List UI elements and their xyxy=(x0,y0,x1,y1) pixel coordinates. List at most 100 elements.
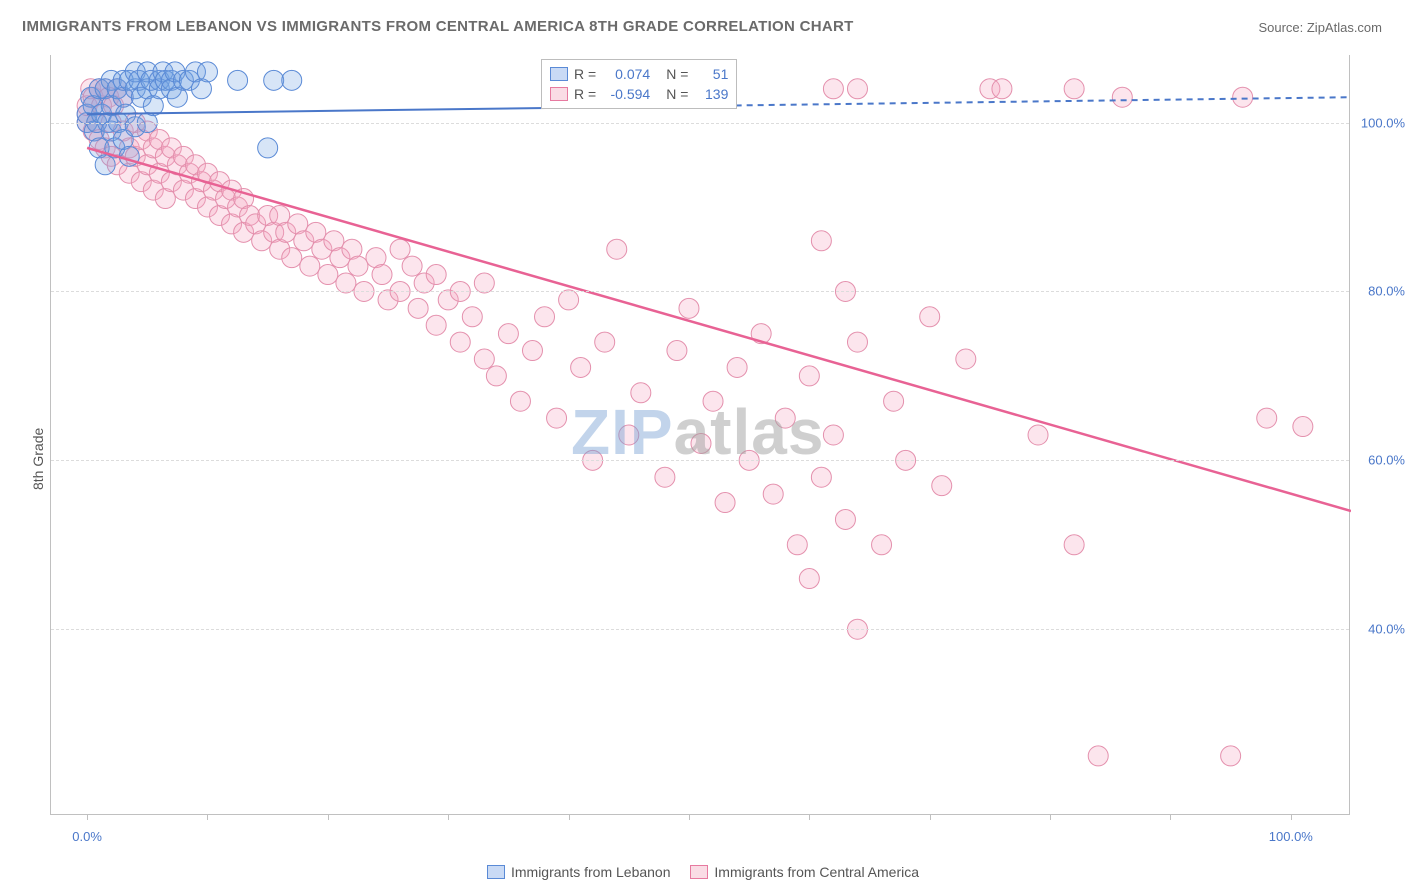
data-point xyxy=(655,467,675,487)
xtick-label: 0.0% xyxy=(72,829,102,844)
square-icon xyxy=(550,87,568,101)
data-point xyxy=(787,535,807,555)
square-icon xyxy=(690,865,708,879)
regression-line-pink xyxy=(87,148,1351,511)
xtick xyxy=(448,814,449,820)
data-point xyxy=(667,341,687,361)
chart-title: IMMIGRANTS FROM LEBANON VS IMMIGRANTS FR… xyxy=(22,18,854,35)
xtick xyxy=(1170,814,1171,820)
data-point xyxy=(402,256,422,276)
data-point xyxy=(775,408,795,428)
data-point xyxy=(847,332,867,352)
legend-label-pink: Immigrants from Central America xyxy=(714,864,919,880)
data-point xyxy=(559,290,579,310)
data-point xyxy=(1064,535,1084,555)
data-point xyxy=(264,70,284,90)
data-point xyxy=(426,265,446,285)
data-point xyxy=(522,341,542,361)
data-point xyxy=(571,357,591,377)
gridline xyxy=(51,460,1349,461)
legend-item-blue: Immigrants from Lebanon xyxy=(487,864,671,880)
data-point xyxy=(535,307,555,327)
data-point xyxy=(450,332,470,352)
square-icon xyxy=(550,67,568,81)
data-point xyxy=(408,298,428,318)
source-prefix: Source: xyxy=(1258,20,1306,35)
data-point xyxy=(1257,408,1277,428)
data-point xyxy=(847,79,867,99)
xtick xyxy=(569,814,570,820)
data-point xyxy=(390,239,410,259)
data-point xyxy=(300,256,320,276)
data-point xyxy=(1293,417,1313,437)
data-point xyxy=(1064,79,1084,99)
data-point xyxy=(956,349,976,369)
legend-item-pink: Immigrants from Central America xyxy=(690,864,919,880)
legend-row-blue: R = 0.074 N = 51 xyxy=(550,64,728,84)
data-point xyxy=(1112,87,1132,107)
n-label: N = xyxy=(666,66,688,82)
data-point xyxy=(691,433,711,453)
n-label: N = xyxy=(666,86,688,102)
data-point xyxy=(462,307,482,327)
source-attribution: Source: ZipAtlas.com xyxy=(1258,20,1382,35)
data-point xyxy=(282,248,302,268)
xtick xyxy=(930,814,931,820)
data-point xyxy=(510,391,530,411)
data-point xyxy=(763,484,783,504)
ytick-label: 100.0% xyxy=(1361,115,1405,130)
data-point xyxy=(426,315,446,335)
ytick-label: 40.0% xyxy=(1368,622,1405,637)
ytick-label: 80.0% xyxy=(1368,284,1405,299)
data-point xyxy=(679,298,699,318)
data-point xyxy=(727,357,747,377)
gridline xyxy=(51,123,1349,124)
data-point xyxy=(992,79,1012,99)
data-point xyxy=(486,366,506,386)
data-point xyxy=(474,349,494,369)
data-point xyxy=(799,569,819,589)
data-point xyxy=(1028,425,1048,445)
r-value-pink: -0.594 xyxy=(602,86,650,102)
xtick xyxy=(809,814,810,820)
data-point xyxy=(595,332,615,352)
data-point xyxy=(498,324,518,344)
xtick xyxy=(87,814,88,820)
data-point xyxy=(715,493,735,513)
plot-area: R = 0.074 N = 51 R = -0.594 N = 139 ZIPa… xyxy=(50,55,1350,815)
data-point xyxy=(631,383,651,403)
data-point xyxy=(884,391,904,411)
data-point xyxy=(282,70,302,90)
data-point xyxy=(197,62,217,82)
data-point xyxy=(372,265,392,285)
data-point xyxy=(835,509,855,529)
source-link[interactable]: ZipAtlas.com xyxy=(1307,20,1382,35)
correlation-legend: R = 0.074 N = 51 R = -0.594 N = 139 xyxy=(541,59,737,109)
data-point xyxy=(799,366,819,386)
data-point xyxy=(920,307,940,327)
data-point xyxy=(318,265,338,285)
legend-row-pink: R = -0.594 N = 139 xyxy=(550,84,728,104)
r-label: R = xyxy=(574,86,596,102)
data-point xyxy=(932,476,952,496)
data-point xyxy=(607,239,627,259)
legend-label-blue: Immigrants from Lebanon xyxy=(511,864,671,880)
xtick-label: 100.0% xyxy=(1269,829,1313,844)
data-point xyxy=(119,146,139,166)
data-point xyxy=(619,425,639,445)
series-legend: Immigrants from Lebanon Immigrants from … xyxy=(0,864,1406,882)
data-point xyxy=(547,408,567,428)
gridline xyxy=(51,291,1349,292)
data-point xyxy=(348,256,368,276)
data-point xyxy=(811,231,831,251)
xtick xyxy=(689,814,690,820)
data-point xyxy=(703,391,723,411)
data-point xyxy=(336,273,356,293)
data-point xyxy=(1088,746,1108,766)
scatter-svg xyxy=(51,55,1351,815)
xtick xyxy=(1291,814,1292,820)
xtick xyxy=(1050,814,1051,820)
data-point xyxy=(474,273,494,293)
xtick xyxy=(328,814,329,820)
data-point xyxy=(1221,746,1241,766)
